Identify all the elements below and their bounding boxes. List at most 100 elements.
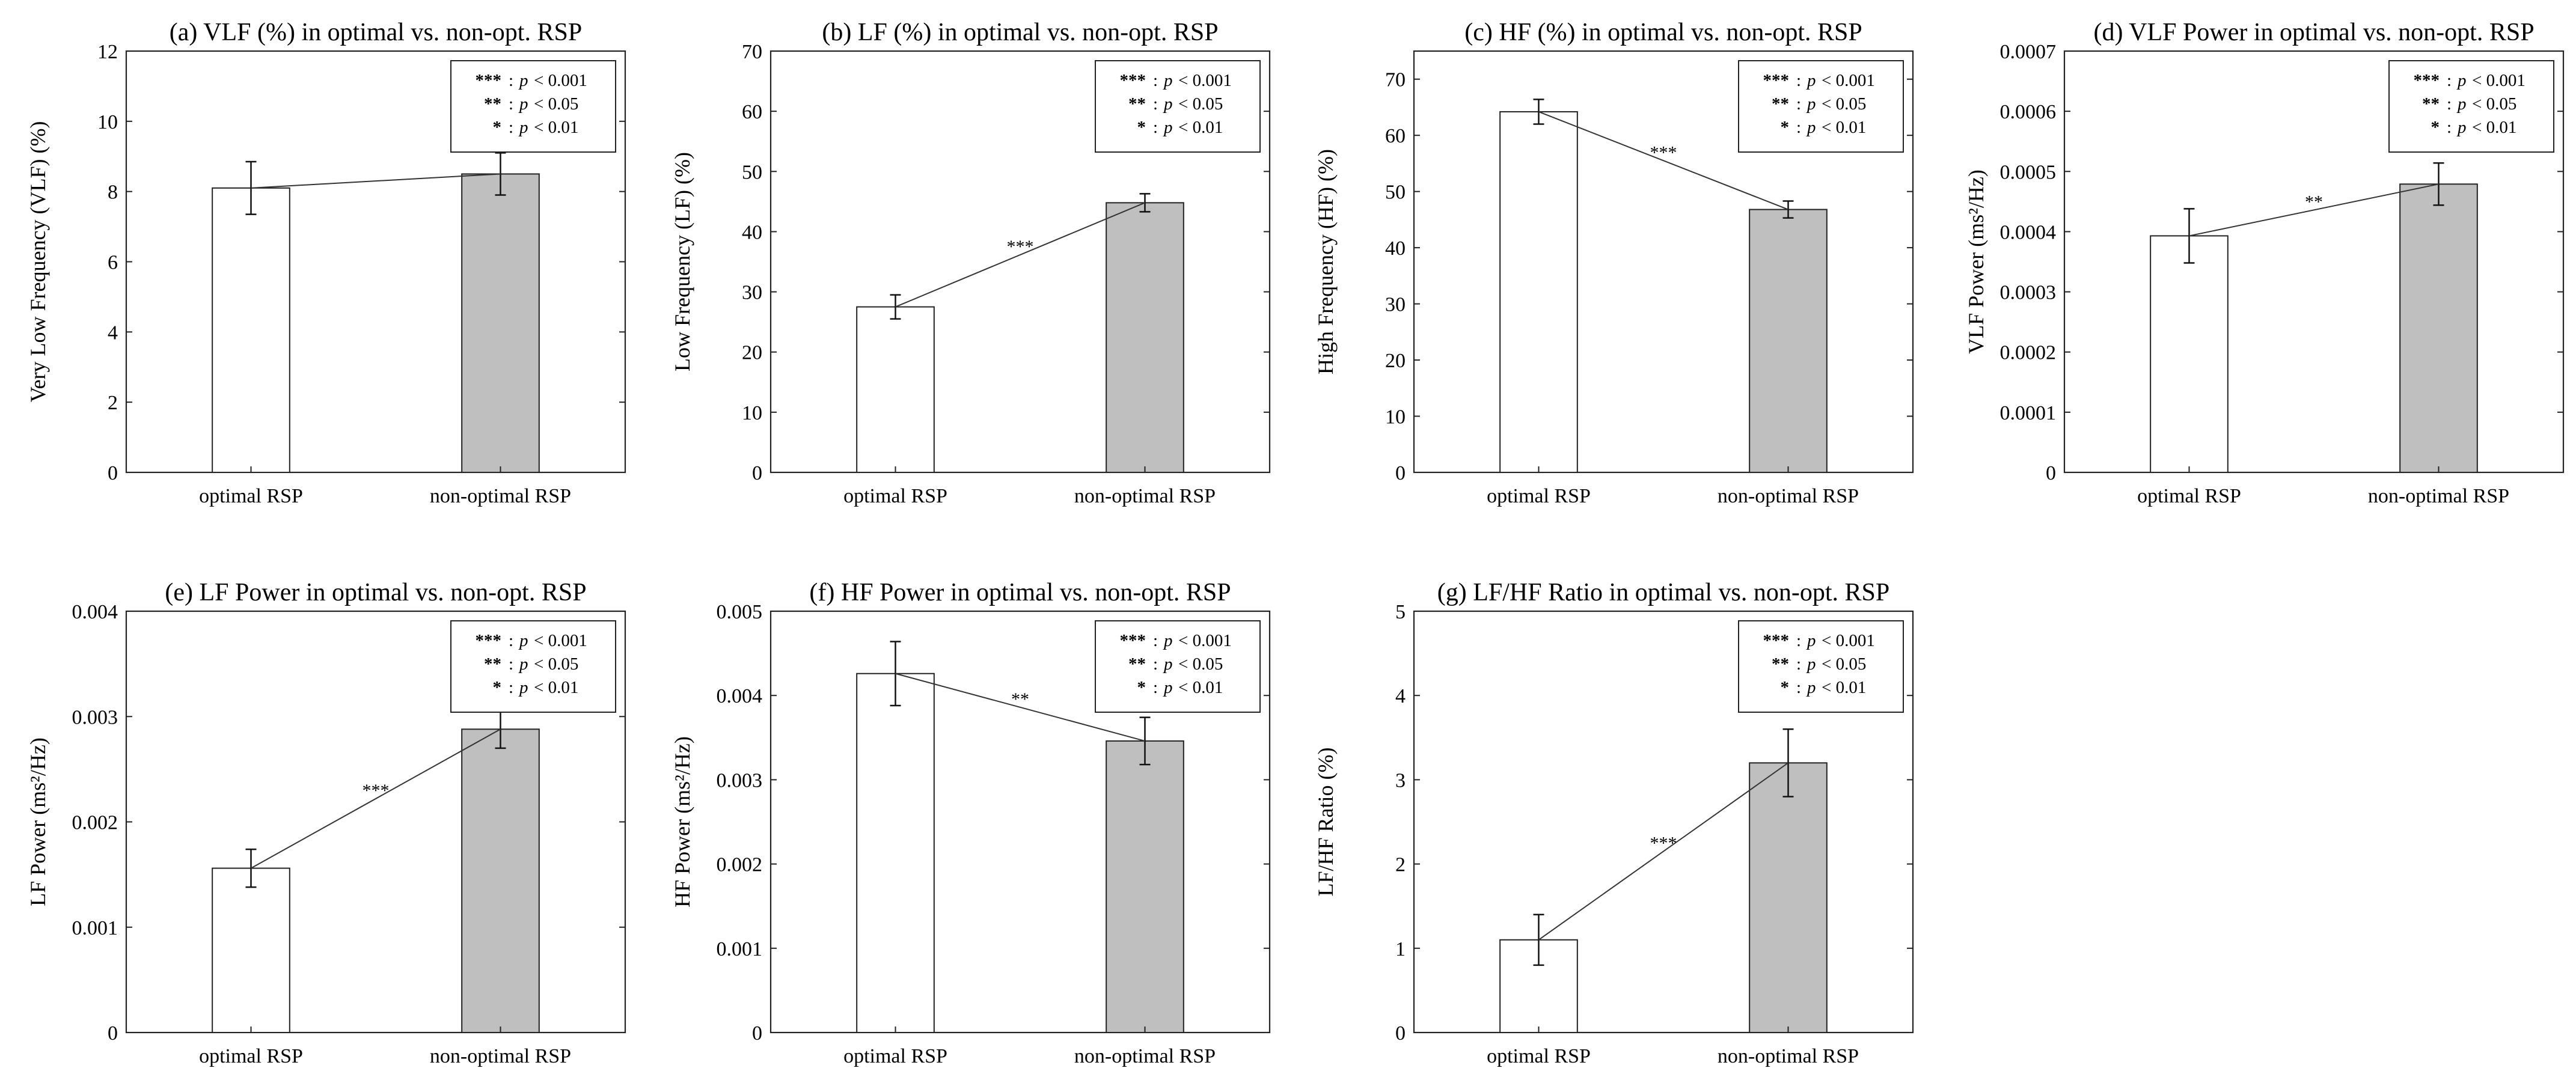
legend-separator: : bbox=[1153, 631, 1158, 650]
bar-optimal bbox=[212, 867, 290, 1033]
y-tick-label: 4 bbox=[108, 322, 118, 344]
legend-separator: : bbox=[1796, 94, 1801, 114]
legend-separator: : bbox=[1796, 631, 1801, 650]
legend-separator: : bbox=[509, 71, 513, 90]
trend-line bbox=[251, 173, 501, 189]
x-tick-label: non-optimal RSP bbox=[1074, 485, 1216, 507]
legend-frame bbox=[2388, 60, 2554, 153]
y-tick-label: 50 bbox=[742, 161, 762, 183]
legend-threshold: < 0.001 bbox=[534, 631, 587, 650]
y-tick-label: 0.0005 bbox=[2000, 161, 2057, 183]
legend-stars: * bbox=[493, 678, 502, 697]
legend-stars: ** bbox=[484, 94, 501, 114]
x-tick-label: optimal RSP bbox=[843, 1045, 947, 1067]
legend-separator: : bbox=[1153, 94, 1158, 114]
y-tick-label: 6 bbox=[108, 252, 118, 274]
legend-p-symbol: p bbox=[1163, 678, 1173, 697]
y-tick-label: 40 bbox=[742, 221, 762, 243]
chart-panel-b: (b) LF (%) in optimal vs. non-opt. RSP 0 1… bbox=[670, 19, 1271, 507]
y-tick-label: 50 bbox=[1385, 182, 1406, 204]
legend-frame bbox=[450, 60, 616, 153]
y-axis-label: Low Frequency (LF) (%) bbox=[670, 152, 694, 371]
x-tick-label: optimal RSP bbox=[843, 485, 947, 507]
plot-area-frame bbox=[2063, 50, 2565, 474]
legend-threshold: < 0.001 bbox=[534, 71, 587, 90]
trend-line bbox=[1538, 762, 1789, 941]
chart-title: (g) LF/HF Ratio in optimal vs. non-opt. … bbox=[1437, 579, 1890, 606]
significance-legend: ***: p < 0.001**: p < 0.05*: p < 0.01 bbox=[1095, 620, 1261, 713]
bar-optimal bbox=[1499, 111, 1578, 474]
y-tick-label: 0.0007 bbox=[2000, 41, 2057, 63]
legend-p-symbol: p bbox=[518, 71, 528, 90]
significance-legend: ***: p < 0.001**: p < 0.05*: p < 0.01 bbox=[1738, 60, 1904, 153]
legend-threshold: < 0.05 bbox=[1178, 94, 1223, 114]
y-tick-label: 30 bbox=[742, 282, 762, 304]
legend-separator: : bbox=[1153, 118, 1158, 137]
y-tick-label: 70 bbox=[1385, 69, 1406, 91]
legend-p-symbol: p bbox=[1163, 631, 1173, 650]
y-tick-label: 12 bbox=[97, 41, 118, 63]
bar-optimal bbox=[856, 306, 935, 473]
plot-area-frame bbox=[769, 610, 1271, 1034]
legend-threshold: < 0.001 bbox=[1178, 71, 1232, 90]
chart-panel-e: (e) LF Power in optimal vs. non-opt. RSP… bbox=[26, 579, 626, 1067]
legend-separator: : bbox=[2447, 71, 2452, 90]
bar-non-optimal bbox=[1106, 202, 1184, 473]
legend-p-symbol: p bbox=[1806, 118, 1816, 137]
bar-non-optimal bbox=[1749, 209, 1828, 473]
y-tick-label: 20 bbox=[742, 342, 762, 364]
legend-stars: ** bbox=[484, 654, 501, 674]
legend-separator: : bbox=[1153, 654, 1158, 674]
x-tick-label: optimal RSP bbox=[199, 485, 303, 507]
chart-title: (d) VLF Power in optimal vs. non-opt. RS… bbox=[2093, 19, 2534, 46]
legend-frame bbox=[1095, 620, 1261, 713]
legend-threshold: < 0.01 bbox=[534, 118, 578, 137]
plot-area-frame bbox=[1413, 610, 1914, 1034]
legend-p-symbol: p bbox=[1163, 71, 1173, 90]
legend-stars: ** bbox=[1772, 94, 1789, 114]
legend-stars: *** bbox=[2414, 71, 2440, 90]
legend-stars: * bbox=[1781, 678, 1790, 697]
legend-stars: *** bbox=[1763, 631, 1790, 650]
legend-stars: *** bbox=[476, 631, 502, 650]
significance-marker: *** bbox=[1007, 237, 1034, 257]
trend-line bbox=[1538, 111, 1788, 210]
legend-stars: *** bbox=[1763, 71, 1790, 90]
legend-frame bbox=[1738, 620, 1904, 713]
legend-separator: : bbox=[1796, 71, 1801, 90]
legend-threshold: < 0.01 bbox=[1822, 118, 1866, 137]
y-axis-label: VLF Power (ms²/Hz) bbox=[1964, 169, 1988, 354]
trend-line bbox=[895, 202, 1145, 308]
y-tick-label: 0.0003 bbox=[2000, 282, 2057, 304]
legend-frame bbox=[450, 620, 616, 713]
plot-area-frame bbox=[1413, 50, 1914, 474]
y-tick-label: 0.0001 bbox=[2000, 402, 2057, 424]
significance-legend: ***: p < 0.001**: p < 0.05*: p < 0.01 bbox=[1095, 60, 1261, 153]
y-tick-label: 20 bbox=[1385, 350, 1406, 372]
y-tick-label: 0 bbox=[108, 1022, 118, 1045]
chart-title: (c) HF (%) in optimal vs. non-opt. RSP bbox=[1464, 19, 1862, 46]
y-tick-label: 0 bbox=[108, 462, 118, 484]
legend-threshold: < 0.05 bbox=[534, 654, 578, 674]
legend-threshold: < 0.001 bbox=[1822, 631, 1875, 650]
legend-p-symbol: p bbox=[1806, 654, 1816, 674]
chart-panel-a: (a) VLF (%) in optimal vs. non-opt. RSP 0… bbox=[26, 19, 626, 507]
y-tick-label: 70 bbox=[742, 41, 762, 63]
legend-separator: : bbox=[509, 118, 513, 137]
bar-non-optimal bbox=[461, 728, 540, 1034]
y-tick-label: 8 bbox=[108, 182, 118, 204]
significance-marker: ** bbox=[2305, 192, 2323, 212]
legend-stars: *** bbox=[1120, 631, 1146, 650]
y-tick-label: 10 bbox=[1385, 406, 1406, 429]
plot-area-frame bbox=[769, 50, 1271, 474]
legend-separator: : bbox=[1796, 654, 1801, 674]
y-tick-label: 4 bbox=[1395, 685, 1406, 707]
y-axis-label: LF Power (ms²/Hz) bbox=[26, 737, 50, 906]
y-tick-label: 40 bbox=[1385, 237, 1406, 260]
x-tick-label: optimal RSP bbox=[1487, 485, 1591, 507]
y-tick-label: 30 bbox=[1385, 294, 1406, 316]
bar-non-optimal bbox=[2399, 183, 2478, 473]
legend-stars: * bbox=[493, 118, 502, 137]
chart-panel-g: (g) LF/HF Ratio in optimal vs. non-opt. … bbox=[1314, 579, 1914, 1067]
